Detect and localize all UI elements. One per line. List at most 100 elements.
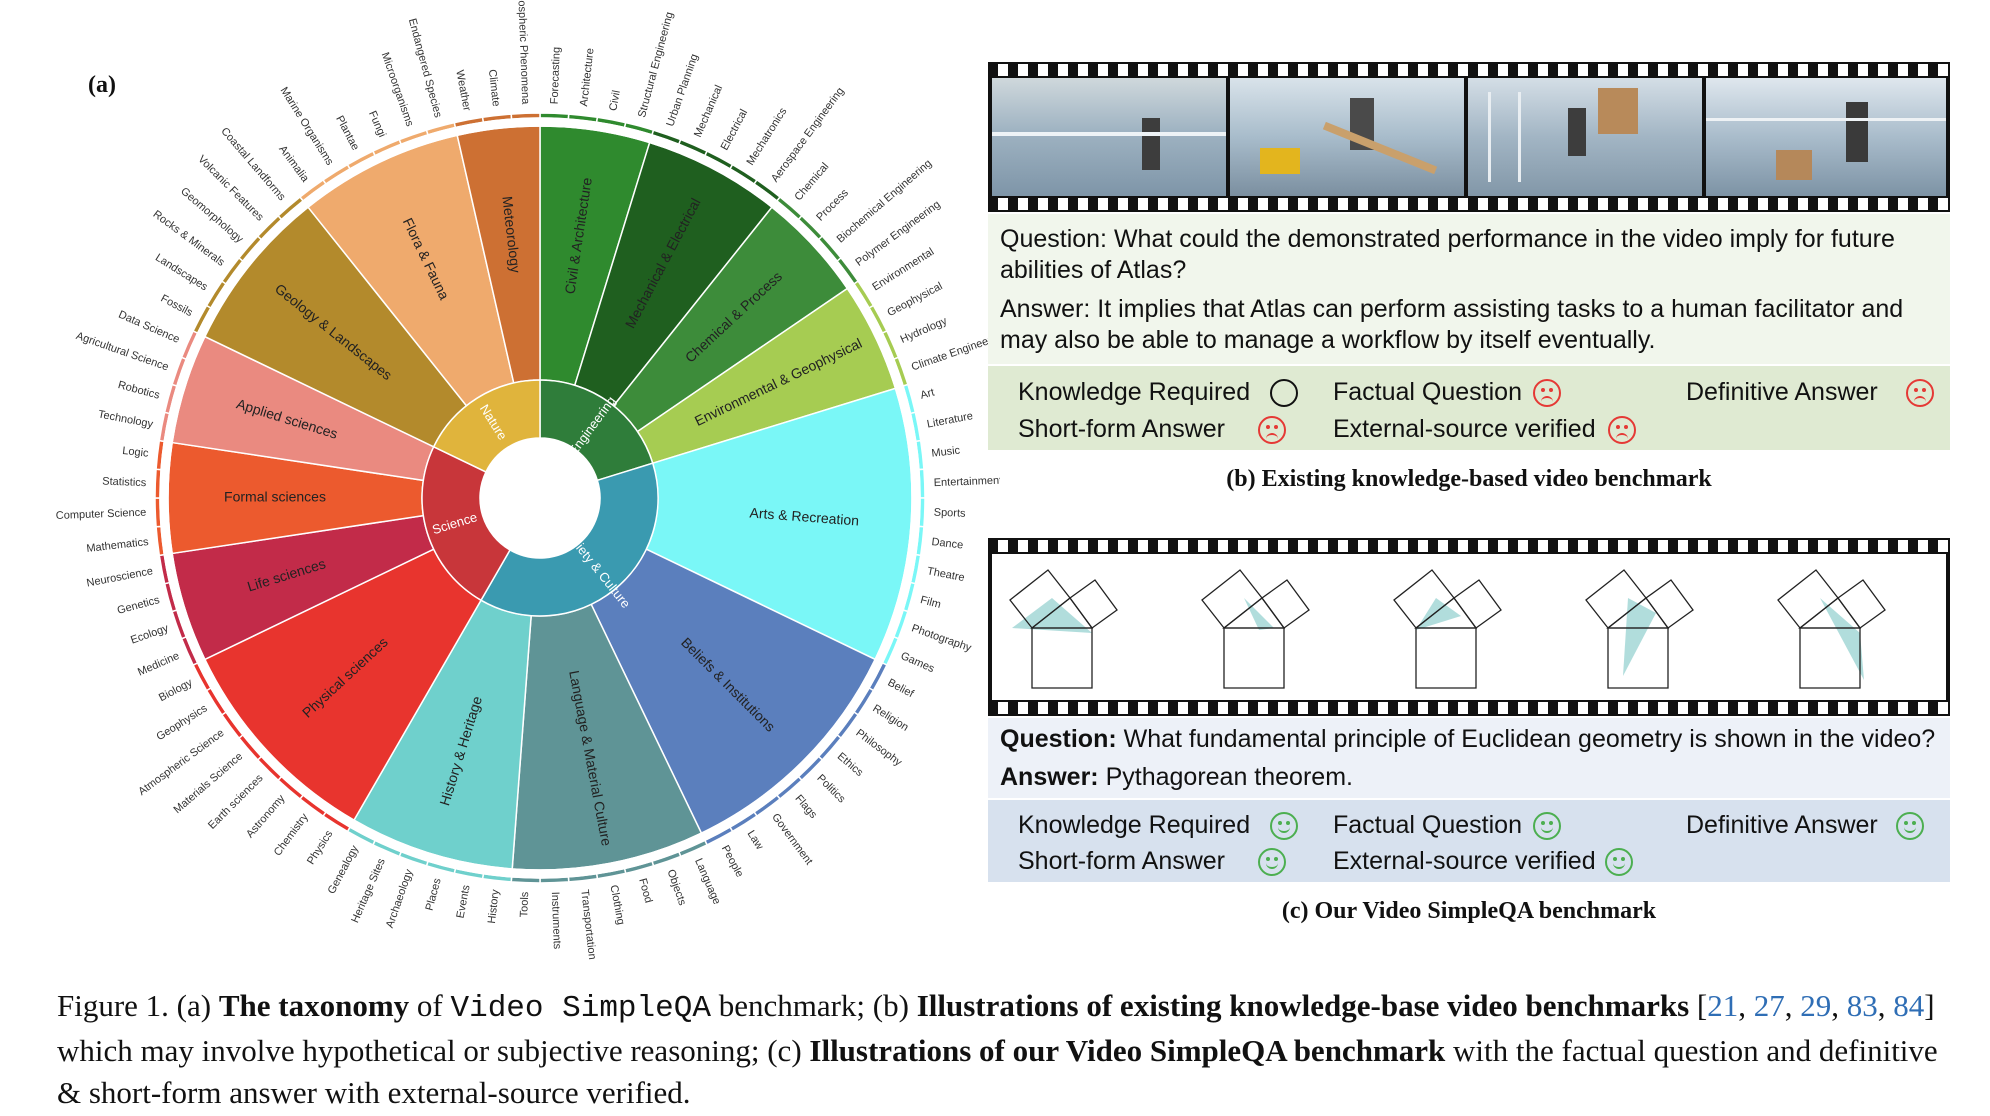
leaf-label: Flags [793,793,820,822]
leaf-label: Electrical [719,107,750,152]
leaf-label: Archaeology [384,867,416,929]
leaf-label: Urban Planning [664,53,700,129]
leaf-label: Structural Engineering [636,11,676,119]
leaf-label: Genealogy [326,843,362,896]
leaf-label: Statistics [102,476,147,490]
figure-caption: Figure 1. (a) The taxonomy of Video Simp… [57,988,1938,1110]
happy-face-icon [1605,848,1633,876]
leaf-label: Politics [814,772,847,805]
prop-knowledge-required: Knowledge Required [1018,811,1251,839]
taxonomy-sunburst: Forecasting Architecture Civil Structural E… [56,0,1000,960]
leaf-label: Microorganisms [379,51,416,129]
happy-face-icon [1533,812,1561,840]
happy-face-icon [1896,812,1924,840]
panel-c-caption: (c) Our Video SimpleQA benchmark [1281,898,1657,924]
leaf-label: Clothing [607,884,626,926]
video-frame-2 [1230,78,1464,196]
leaf-label: Film [919,594,942,611]
geometry-frame [1201,569,1310,689]
leaf-label: Music [931,445,961,460]
leaf-label: Atmospheric Phenomena [515,0,532,105]
video-frame-4 [1706,78,1946,196]
leaf-label: Art [919,386,936,401]
leaf-label: People [719,843,746,879]
leaf-label: Computer Science [56,507,147,522]
leaf-label: Law [745,828,766,852]
leaf-label: Photography [910,622,973,654]
panel-b-question: Question: What could the demonstrated pe… [1000,225,1895,284]
panel-c-properties: Knowledge Required Factual Question Defi… [988,800,1950,882]
panel-a-label: (a) [88,72,116,98]
leaf-label: Data Science [117,309,182,346]
leaf-label: Astronomy [244,792,288,840]
leaf-label: Biology [157,676,195,704]
citation-link[interactable]: 84 [1893,988,1925,1023]
geometry-frame [1585,569,1694,689]
leaf-label: Language [692,857,723,907]
leaf-label: Heritage Sites [349,856,388,925]
leaf-label: Mathematics [86,536,150,555]
prop-factual-question: Factual Question [1333,811,1522,839]
leaf-label: Fungi [366,109,388,139]
panel-b-qa-box: Question: What could the demonstrated pe… [988,214,1950,364]
leaf-label: Literature [926,410,974,430]
video-frame-3 [1468,78,1702,196]
prop-short-form-answer: Short-form Answer [1018,847,1226,875]
leaf-label: Weather [453,69,473,112]
leaf-label: Belief [886,677,917,701]
leaf-label: Transportation [578,889,598,960]
panel-b-caption: (b) Existing knowledge-based video bench… [1226,466,1712,492]
leaf-label: Chemical [792,161,831,204]
leaf-label: Games [899,650,937,675]
leaf-label: History [486,888,502,924]
leaf-label: Dance [931,536,964,551]
leaf-label: Ecology [129,622,170,646]
geometry-frame [1777,569,1886,689]
leaf-label: Biochemical Engineering [835,157,935,245]
leaf-label: Architecture [578,47,596,107]
panel-c-qa-box: Question: What fundamental principle of … [988,718,1950,798]
sad-face-icon [1906,379,1934,407]
leaf-label: Religion [870,702,910,733]
leaf-label: Fossils [159,293,195,320]
ring-gap [454,117,541,137]
citation-link[interactable]: 29 [1800,988,1832,1023]
citation-link[interactable]: 27 [1753,988,1785,1023]
category-segment [432,379,541,473]
geometry-frame [1009,569,1118,689]
leaf-label: Mechanical [692,83,725,139]
leaf-label: Objects [665,868,689,908]
geometry-frame [1393,569,1502,689]
leaf-label: Technology [97,408,154,430]
panel-c-answer: Answer: Pythagorean theorem. [1000,763,1353,791]
leaf-label: Neuroscience [86,565,154,589]
leaf-label: Genetics [116,594,162,617]
prop-definitive-answer: Definitive Answer [1686,811,1878,839]
subcategory-label: Formal sciences [224,489,326,505]
leaf-label: Geophysical [885,280,944,319]
leaf-label: Government [769,811,815,867]
category-segment [421,445,512,602]
happy-face-icon [1270,812,1298,840]
leaf-label: Ethics [835,750,866,779]
video-filmstrip-geometry [988,538,1950,716]
citation-link[interactable]: 21 [1707,988,1739,1023]
panel-b-properties: Knowledge Required Factual Question Defi… [988,366,1950,450]
geometry-frames [1009,569,1886,689]
leaf-label: Atmospheric Science [136,727,226,798]
leaf-label: Food [636,877,654,904]
leaf-label: Aerospace Engineering [769,85,847,184]
leaf-label: Places [424,877,444,912]
leaf-label: Forecasting [549,47,563,105]
leaf-label: Chemistry [272,811,311,858]
leaf-label: Medicine [136,650,181,679]
citation-link[interactable]: 83 [1846,988,1878,1023]
leaf-label: Hydrology [899,315,950,346]
leaf-label: Logic [122,445,150,460]
sad-face-icon [1533,379,1561,407]
leaf-label: Tools [518,891,531,918]
prop-external-source-verified: External-source verified [1333,847,1596,875]
leaf-label: Physics [305,828,336,867]
prop-definitive-answer: Definitive Answer [1686,378,1878,406]
video-frame-1 [992,78,1226,196]
